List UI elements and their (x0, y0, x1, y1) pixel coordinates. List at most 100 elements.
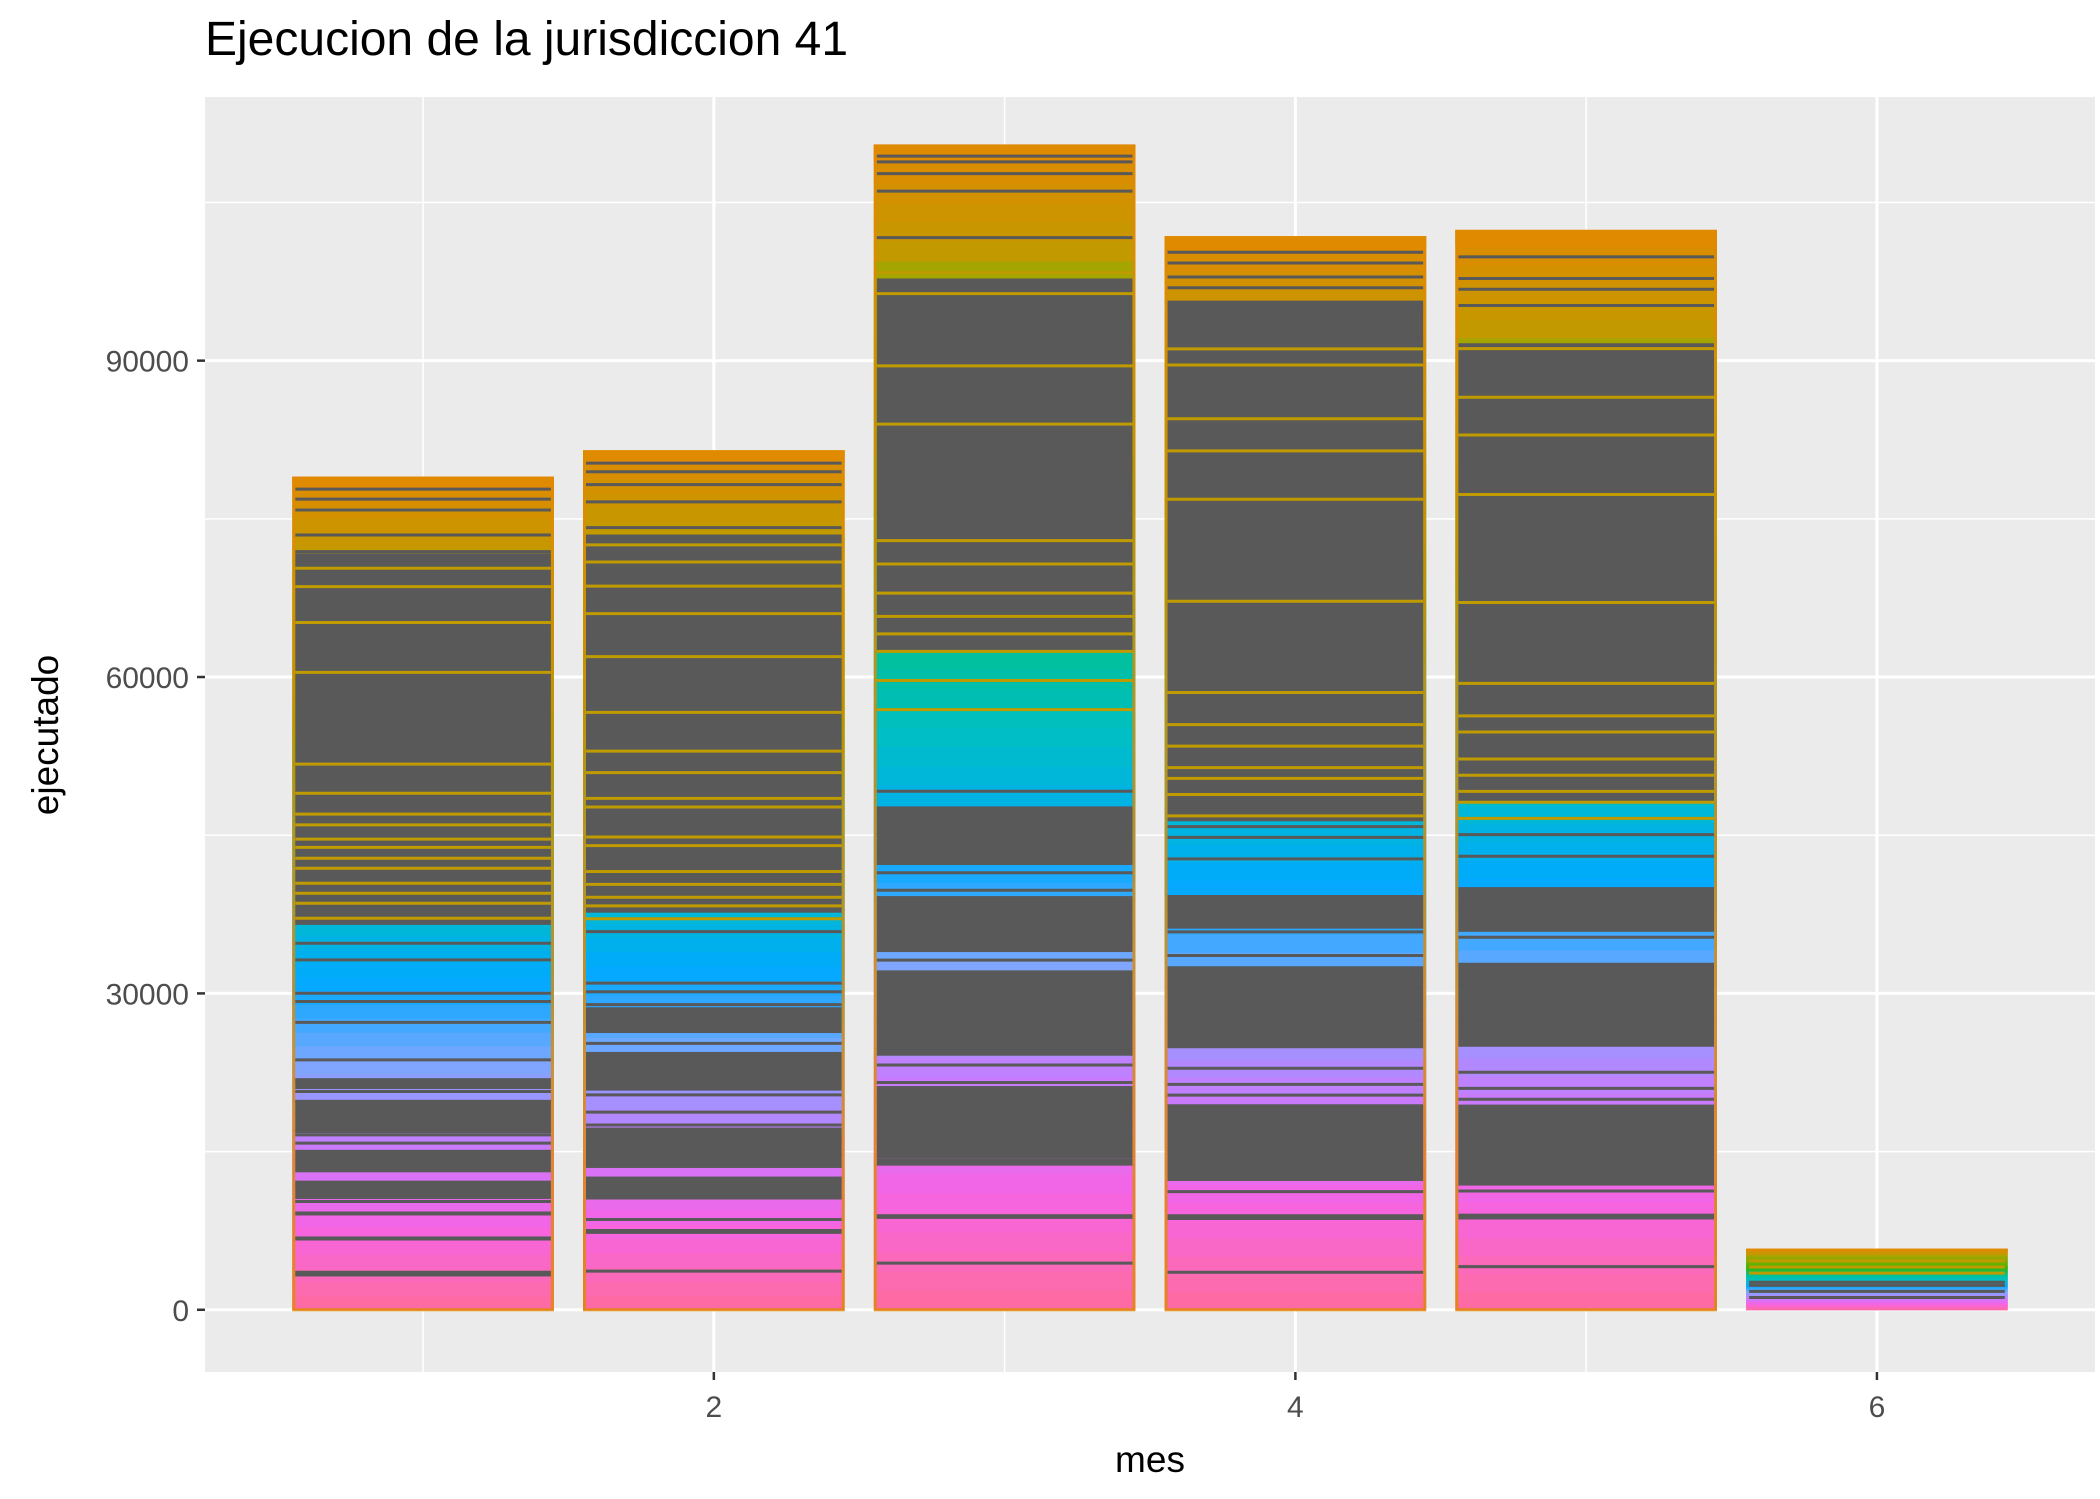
bar-mes-3-band (873, 688, 1136, 709)
bar-mes-3-band (873, 649, 1136, 670)
bar-mes-6-band (1746, 1298, 2008, 1301)
bar-mes-6-band (1746, 1299, 2008, 1302)
bar-mes-3-band (873, 1270, 1136, 1291)
bar-mes-3-segment (876, 278, 1133, 613)
y-axis: 0 30000 60000 90000 (106, 346, 205, 1328)
bar-mes-6-band (1746, 1270, 2008, 1272)
bar-mes-1-band (292, 1254, 554, 1269)
bar-mes-6-band (1746, 1302, 2008, 1305)
bar-mes-4-outline (1164, 236, 1427, 1312)
bar-mes-1-band (292, 1032, 554, 1047)
bar-mes-5-band (1455, 1219, 1717, 1239)
bar-mes-3-band (873, 668, 1136, 689)
bar-mes-3-band (873, 1057, 1136, 1078)
bar-mes-5-top (1455, 229, 1717, 247)
bar-mes-1-segment (295, 1078, 551, 1090)
bar-mes-5-band (1455, 931, 1717, 951)
bar-mes-1-band (292, 1240, 554, 1255)
bar-mes-2 (583, 450, 845, 1312)
bar-mes-6-band (1746, 1278, 2008, 1280)
bar-mes-3 (873, 144, 1136, 1312)
x-axis: 2 4 6 (706, 1372, 1886, 1424)
bar-mes-2-band (583, 937, 845, 953)
bar-mes-1-band (292, 1004, 554, 1019)
bar-mes-2-top (583, 450, 845, 464)
bar-mes-1-segment (295, 1099, 551, 1134)
bar-mes-2-band (583, 521, 845, 537)
bar-mes-6-band (1746, 1308, 2008, 1311)
bar-mes-4-top (1164, 236, 1427, 253)
bar-mes-6-band (1746, 1303, 2008, 1306)
bar-mes-3-segment (876, 612, 1133, 652)
y-tick-label: 60000 (106, 662, 189, 695)
bar-mes-6-band (1746, 1255, 2008, 1258)
bar-mes-2-band (583, 1266, 845, 1282)
bar-mes-3-band (873, 1193, 1136, 1214)
bar-mes-4-segment (1167, 1214, 1424, 1219)
bar-mes-6-band (1746, 1276, 2008, 1278)
bar-mes-5-band (1455, 1237, 1717, 1257)
bar-mes-6-band (1746, 1251, 2008, 1254)
bar-mes-5-band (1455, 1273, 1717, 1293)
bar-mes-2-band (583, 507, 845, 523)
bar-mes-1-band (292, 1018, 554, 1033)
bar-mes-1-top (292, 476, 554, 490)
bar-mes-6-band (1746, 1253, 2008, 1256)
bar-mes-4-band (1164, 1291, 1427, 1311)
bar-mes-4-band (1164, 1238, 1427, 1257)
bar-mes-5-segment (1458, 964, 1714, 1046)
bar-mes-5-segment (1458, 1213, 1714, 1218)
bar-mes-1-band (292, 1059, 554, 1075)
bar-mes-4-segment (1167, 966, 1424, 1047)
x-tick-label: 6 (1869, 1391, 1886, 1424)
y-tick-label: 90000 (106, 346, 189, 379)
bar-mes-6-band (1746, 1261, 2008, 1264)
bar-mes-4-band (1164, 1077, 1427, 1096)
bar-mes-5-band (1455, 319, 1717, 339)
bar-mes-1-band (292, 1045, 554, 1061)
bar-mes-4-band (1164, 862, 1427, 881)
x-axis-title: mes (1115, 1439, 1185, 1480)
bar-mes-2-band (583, 478, 845, 494)
bar-mes-5-band (1455, 805, 1717, 825)
bar-mes-1-band (292, 504, 554, 519)
bar-mes-6-band (1746, 1286, 2008, 1288)
bar-mes-5-band (1455, 1291, 1717, 1311)
bar-mes-2-band (583, 1238, 845, 1254)
bar-mes-3-band (873, 1173, 1136, 1194)
bar-mes-2-segment (586, 1228, 842, 1233)
bar-mes-6-band (1746, 1304, 2008, 1307)
bar-mes-4-band (1164, 1273, 1427, 1293)
bar-mes-5-outline (1455, 229, 1718, 1312)
bar-mes-2-band (583, 1209, 845, 1225)
bar-mes-6-band (1746, 1277, 2008, 1279)
y-tick-label: 0 (172, 1295, 189, 1328)
bar-mes-5-segment (1458, 888, 1714, 932)
bar-mes-4-band (1164, 880, 1427, 899)
bar-mes-4-band (1164, 1184, 1427, 1204)
bar-mes-3-band (873, 260, 1136, 282)
bar-mes-2-band (583, 1281, 845, 1297)
bar-mes-2-band (583, 1295, 845, 1311)
bar-mes-2-segment (586, 1007, 842, 1034)
bar-mes-3-band (873, 746, 1136, 767)
bar-mes-6-band (1746, 1274, 2008, 1276)
bar-mes-2-segment (586, 534, 842, 913)
x-tick-label: 2 (706, 1391, 723, 1424)
x-tick-label: 4 (1287, 1391, 1304, 1424)
bar-mes-6-band (1746, 1301, 2008, 1304)
bar-mes-5-band (1455, 1183, 1717, 1203)
bar-mes-5-band (1455, 1075, 1717, 1095)
bar-mes-5-segment (1458, 1104, 1714, 1186)
bar-mes-6-band (1746, 1306, 2008, 1309)
bar-mes-3-band (873, 1251, 1136, 1272)
bar-mes-6-band (1746, 1263, 2008, 1266)
bar-mes-5-segment (1458, 343, 1714, 803)
bar-mes-3-band (873, 241, 1136, 262)
bar-mes-6-band (1746, 1256, 2008, 1259)
bar-mes-6-top (1746, 1248, 2008, 1251)
bar-mes-2-band (583, 1094, 845, 1110)
bar-mes-3-band (873, 183, 1136, 204)
bar-mes-2-band (583, 965, 845, 981)
bar-mes-3-band (873, 727, 1136, 748)
